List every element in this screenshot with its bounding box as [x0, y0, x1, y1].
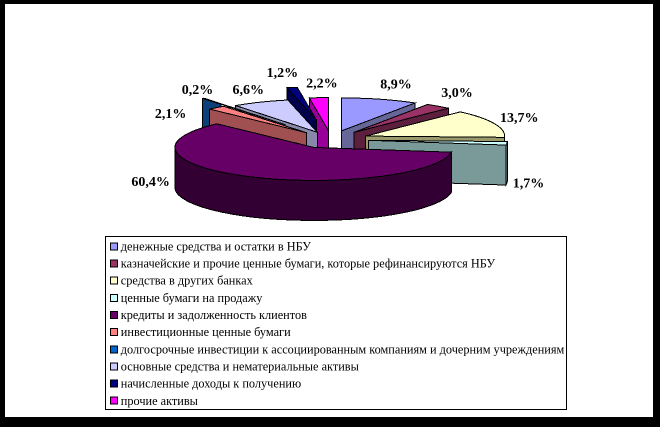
svg-text:денежные средства и остатки в: денежные средства и остатки в НБУ: [121, 239, 311, 253]
svg-text:1,7%: 1,7%: [513, 177, 545, 192]
svg-text:основные средства и нематериал: основные средства и нематериальные актив…: [121, 359, 359, 373]
svg-text:13,7%: 13,7%: [500, 111, 539, 126]
svg-text:средства в других банках: средства в других банках: [121, 274, 253, 288]
svg-text:1,2%: 1,2%: [267, 66, 299, 81]
svg-text:8,9%: 8,9%: [380, 78, 412, 93]
svg-text:кредиты и задолженность клиент: кредиты и задолженность клиентов: [121, 308, 307, 322]
svg-text:долгосрочные инвестиции к ассо: долгосрочные инвестиции к ассоциированны…: [121, 342, 565, 356]
svg-text:3,0%: 3,0%: [441, 86, 473, 101]
svg-text:2,2%: 2,2%: [306, 77, 338, 92]
svg-text:6,6%: 6,6%: [233, 83, 265, 98]
svg-text:ценные бумаги на продажу: ценные бумаги на продажу: [121, 291, 263, 305]
svg-text:прочие активы: прочие активы: [121, 394, 198, 408]
svg-text:60,4%: 60,4%: [131, 175, 170, 190]
svg-text:2,1%: 2,1%: [155, 107, 187, 122]
svg-text:казначейские и прочие ценные б: казначейские и прочие ценные бумаги, кот…: [121, 257, 496, 271]
svg-text:начисленные доходы к получению: начисленные доходы к получению: [121, 377, 301, 391]
svg-text:инвестиционные ценные бумаги: инвестиционные ценные бумаги: [121, 325, 291, 339]
svg-text:0,2%: 0,2%: [182, 83, 214, 98]
